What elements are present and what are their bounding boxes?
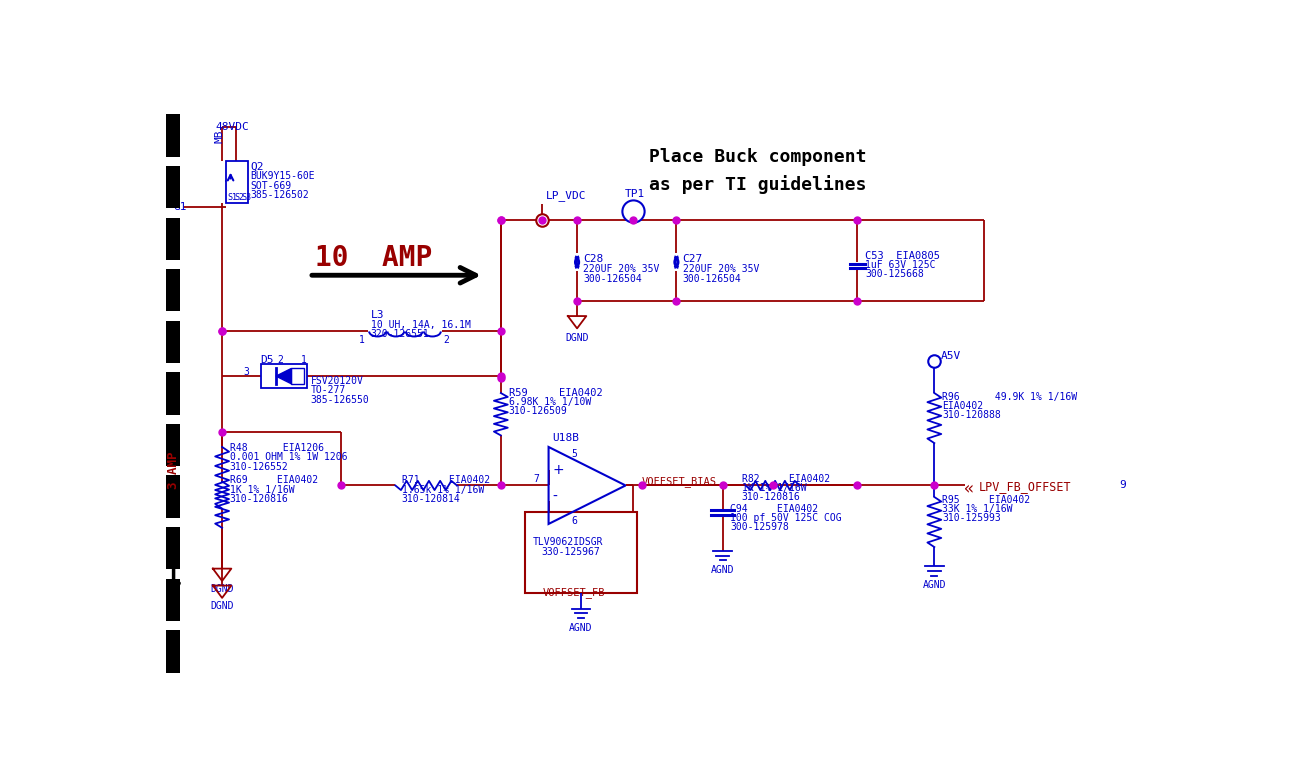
Bar [166, 269, 179, 312]
Text: Place Buck component
as per TI guidelines: Place Buck component as per TI guideline… [650, 148, 867, 194]
Text: R96      49.9K 1% 1/16W: R96 49.9K 1% 1/16W [942, 391, 1078, 401]
Text: C28: C28 [583, 254, 603, 264]
Bar [166, 527, 179, 570]
Bar [166, 630, 179, 673]
Text: D5: D5 [260, 355, 275, 365]
Text: FSV20120V: FSV20120V [311, 376, 363, 386]
Text: 9: 9 [1119, 481, 1125, 490]
Text: 1K 1% 1/16W: 1K 1% 1/16W [742, 483, 807, 493]
Bar [166, 166, 179, 208]
Text: 1: 1 [632, 216, 637, 226]
Text: MB: MB [214, 130, 224, 143]
Text: R95     EIA0402: R95 EIA0402 [942, 495, 1030, 505]
Bar [166, 217, 179, 260]
Text: 220UF 20% 35V: 220UF 20% 35V [683, 264, 759, 274]
Text: 48VDC: 48VDC [217, 122, 250, 132]
Text: A5V: A5V [941, 352, 960, 362]
Text: 1.65k 1% 1/16W: 1.65k 1% 1/16W [401, 485, 483, 495]
Bar [166, 373, 179, 414]
Text: R59     EIA0402: R59 EIA0402 [509, 388, 602, 397]
Text: 330-125967: 330-125967 [541, 547, 599, 557]
Text: 310-126509: 310-126509 [509, 406, 567, 416]
Polygon shape [276, 369, 291, 384]
Text: LP_VDC: LP_VDC [545, 189, 586, 201]
Text: 385-126502: 385-126502 [250, 190, 309, 199]
Text: S1: S1 [227, 192, 237, 202]
Bar [226, 161, 247, 203]
Text: 3: 3 [244, 367, 249, 377]
Text: 33K 1% 1/16W: 33K 1% 1/16W [942, 504, 1013, 514]
Text: 0.001 OHM 1% 1W 1206: 0.001 OHM 1% 1W 1206 [229, 452, 347, 462]
Text: G1: G1 [173, 202, 187, 212]
Text: DGND: DGND [566, 333, 589, 343]
Text: R82     EIA0402: R82 EIA0402 [742, 474, 830, 484]
Text: 7: 7 [534, 475, 539, 485]
Text: «: « [964, 480, 973, 498]
Text: AGND: AGND [570, 622, 593, 632]
Text: C94     EIA0402: C94 EIA0402 [731, 504, 819, 514]
Text: R48      EIA1206: R48 EIA1206 [229, 443, 324, 453]
Text: 1uF 63V 125C: 1uF 63V 125C [865, 260, 936, 270]
Text: 6: 6 [572, 516, 577, 526]
Bar [166, 114, 179, 157]
Bar [166, 579, 179, 621]
Text: AGND: AGND [923, 581, 946, 590]
Text: 310-120816: 310-120816 [229, 494, 289, 504]
Text: 310-120888: 310-120888 [942, 410, 1000, 420]
Text: EIA0402: EIA0402 [942, 400, 984, 410]
Bar [260, 364, 307, 389]
Text: 310-126552: 310-126552 [229, 461, 289, 472]
Text: DGND: DGND [210, 601, 233, 611]
Text: 310-120814: 310-120814 [401, 494, 460, 504]
Text: -: - [553, 490, 557, 504]
Text: TO-277: TO-277 [311, 386, 345, 395]
Text: BUK9Y15-60E: BUK9Y15-60E [250, 172, 316, 182]
Text: 1: 1 [358, 335, 365, 346]
Text: TP1: TP1 [625, 189, 644, 199]
Text: 300-125668: 300-125668 [865, 269, 924, 279]
Text: C27: C27 [683, 254, 703, 264]
Text: 3 AMP: 3 AMP [168, 451, 180, 489]
Text: 10 UH, 14A, 16.1M: 10 UH, 14A, 16.1M [371, 320, 470, 330]
Text: R69     EIA0402: R69 EIA0402 [229, 475, 318, 485]
Text: 10  AMP: 10 AMP [316, 244, 433, 272]
Text: LPV_FB_OFFSET: LPV_FB_OFFSET [980, 480, 1071, 493]
Text: Q2: Q2 [250, 162, 264, 172]
Text: 5: 5 [572, 449, 577, 459]
Text: 2: 2 [277, 355, 284, 365]
Text: S2: S2 [235, 192, 245, 202]
Text: 320-126551: 320-126551 [371, 329, 429, 339]
Text: 300-126504: 300-126504 [683, 274, 741, 284]
Text: S3: S3 [241, 192, 251, 202]
Bar [166, 424, 179, 466]
Text: DGND: DGND [210, 584, 233, 594]
Text: AGND: AGND [710, 565, 735, 575]
Text: 385-126550: 385-126550 [311, 394, 370, 404]
Bar [526, 512, 637, 593]
Text: C53  EIA0805: C53 EIA0805 [865, 250, 940, 261]
Text: R71     EIA0402: R71 EIA0402 [401, 475, 490, 485]
Text: +: + [553, 463, 565, 477]
Text: 2: 2 [443, 335, 449, 346]
Text: VOFFSET_FB: VOFFSET_FB [543, 587, 605, 598]
Text: 6.98K 1% 1/10W: 6.98K 1% 1/10W [509, 397, 590, 407]
Bar [166, 475, 179, 518]
Bar [291, 369, 304, 384]
Text: 100 pf 50V 125C COG: 100 pf 50V 125C COG [731, 513, 842, 523]
Text: 300-125978: 300-125978 [731, 523, 789, 533]
Text: SOT-669: SOT-669 [250, 181, 291, 190]
Text: VOFFSET_BIAS: VOFFSET_BIAS [642, 476, 717, 487]
Text: U18B: U18B [553, 433, 580, 443]
Text: L3: L3 [371, 310, 384, 320]
Text: TLV9062IDSGR: TLV9062IDSGR [534, 537, 603, 547]
Text: 220UF 20% 35V: 220UF 20% 35V [583, 264, 660, 274]
Text: 300-126504: 300-126504 [583, 274, 642, 284]
Text: 310-120816: 310-120816 [742, 492, 800, 502]
Text: 310-125993: 310-125993 [942, 513, 1000, 523]
Text: 1K 1% 1/16W: 1K 1% 1/16W [229, 485, 294, 495]
Bar [166, 321, 179, 363]
Text: 1: 1 [300, 355, 307, 365]
